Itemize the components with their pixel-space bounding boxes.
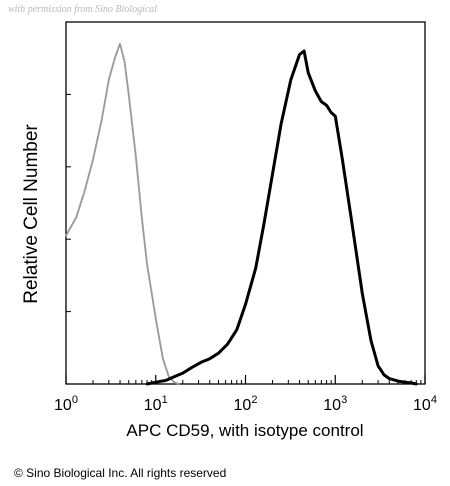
tick-layer: 100 101 102 103 104 (54, 21, 437, 414)
x-tick-label: 102 (234, 394, 258, 414)
histogram-series-1 (65, 42, 180, 385)
x-tick-label: 100 (54, 394, 78, 414)
watermark-text: with permission from Sino Biological (8, 4, 158, 15)
x-tick-label: 104 (413, 394, 437, 414)
x-axis-label: APC CD59, with isotype control (126, 421, 363, 440)
copyright-text: © Sino Biological Inc. All rights reserv… (14, 466, 227, 480)
series-layer (65, 42, 418, 386)
y-axis-label: Relative Cell Number (21, 124, 42, 304)
x-tick-label: 101 (144, 394, 168, 414)
histogram-series-2 (145, 49, 418, 386)
x-tick-label: 103 (323, 394, 347, 414)
plot-frame (65, 21, 426, 385)
axes (65, 21, 426, 385)
